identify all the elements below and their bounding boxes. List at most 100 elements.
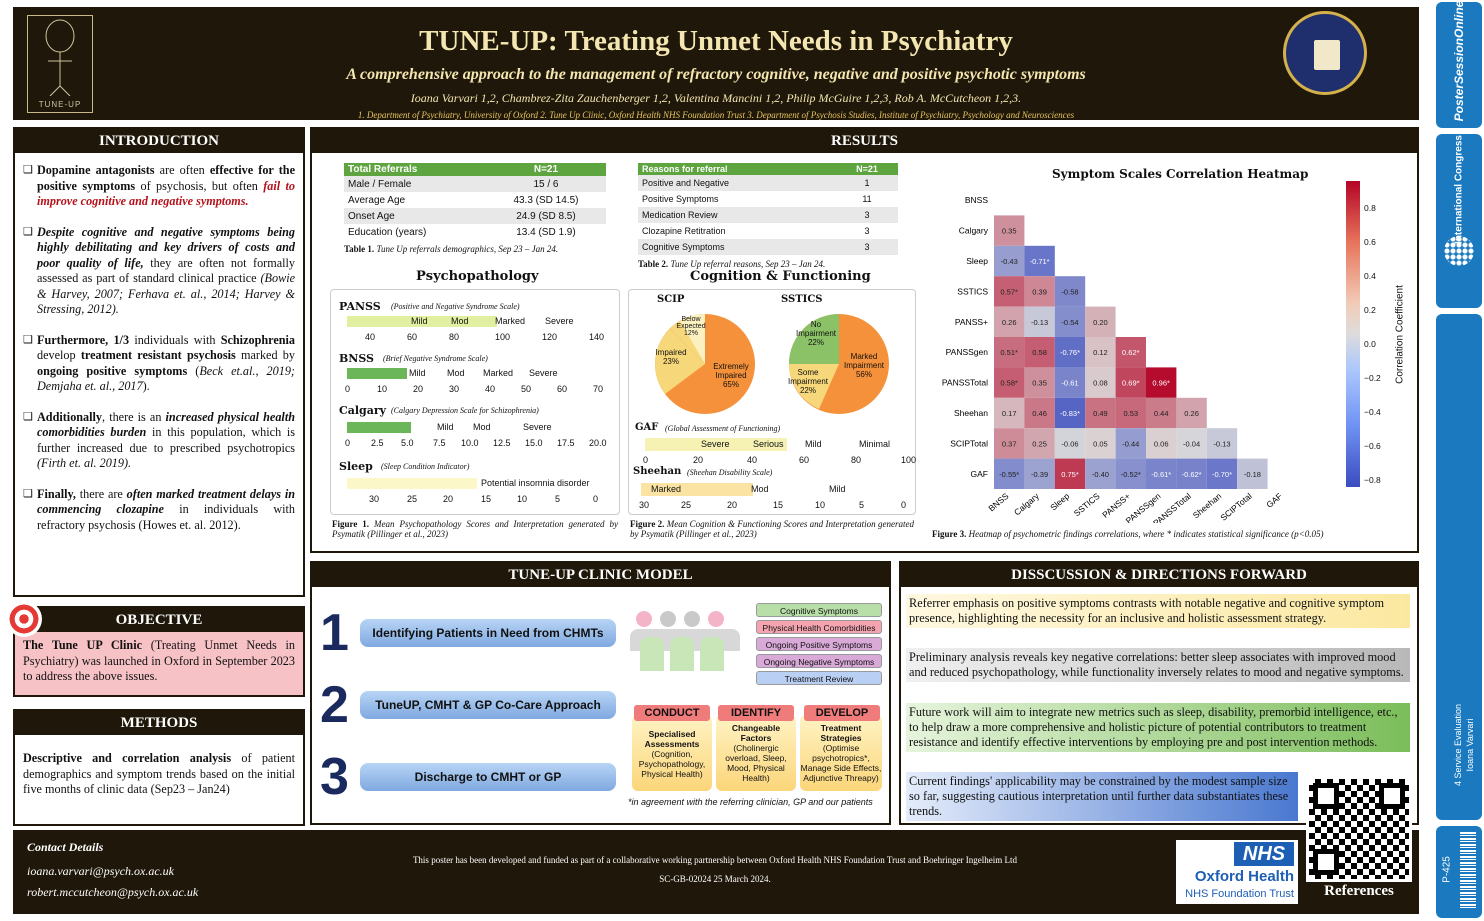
scale-label: Severe [523, 422, 552, 432]
heatmap-cell [994, 458, 1025, 489]
heatmap-cell [1054, 428, 1086, 459]
heatmap-value: 0.12 [1093, 348, 1108, 357]
tick-label: 2.5 [371, 438, 384, 448]
brand-text: PosterSessionOnline [1452, 0, 1466, 122]
colorbar-tick: 0.8 [1364, 203, 1376, 213]
tick-label: 5 [555, 494, 561, 504]
heatmap-cell [994, 337, 1025, 368]
colorbar-label: Correlation Coefficient [1394, 285, 1406, 384]
contact-heading: Contact Details [27, 840, 104, 854]
heatmap-cell [1024, 337, 1055, 368]
colorbar-ticks: 0.8 0.6 0.4 0.2 0.0 −0.2 −0.4 −0.6 −0.8 [1364, 181, 1404, 487]
sstics-label: SSTICS [781, 294, 823, 305]
heatmap-value: 0.57* [1000, 287, 1018, 296]
pie-slice [655, 328, 705, 394]
references-label[interactable]: References [1324, 883, 1394, 899]
cognition-figure: SCIP SSTICS Extremely Impaired 65% Impai… [628, 289, 916, 515]
heatmap-row-label: PANSSgen [946, 347, 989, 357]
heatmap-cell [1024, 367, 1055, 398]
scale-label: Mild [409, 368, 426, 378]
heatmap-value: 0.46 [1032, 409, 1047, 418]
heatmap-value: 0.75* [1061, 470, 1079, 479]
referral-tag: Ongoing Positive Symptoms [756, 637, 882, 651]
identify-header: IDENTIFY [718, 705, 794, 721]
heatmap-value: 0.35 [1002, 227, 1017, 236]
identify-column: Changeable Factors (Cholinergic overload,… [716, 715, 796, 791]
qr-code-icon[interactable] [1306, 776, 1412, 882]
heatmap-value: 0.08 [1093, 379, 1108, 388]
scale-label: Mod [751, 484, 769, 494]
sleep-desc: (Sleep Condition Indicator) [381, 462, 470, 471]
introduction-heading: INTRODUCTION [15, 129, 303, 153]
heatmap-cell [1085, 337, 1116, 368]
intro-bullet: Additionally, there is an increased phys… [23, 410, 295, 472]
sidebar-id: P-425 [1436, 826, 1482, 918]
scip-pie [655, 314, 755, 414]
scale-label: Potential insomnia disorder [481, 478, 590, 488]
sleep-label: Sleep [339, 460, 373, 473]
heatmap-value: -0.13 [1031, 318, 1048, 327]
heatmap-col-label: SCIPTotal [1218, 491, 1253, 523]
funding-statement: This poster has been developed and funde… [412, 855, 1018, 865]
heatmap-row-label: SCIPTotal [950, 438, 988, 448]
heatmap-value: -0.40 [1092, 470, 1109, 479]
objective-body: The Tune UP Clinic (Treating Unmet Needs… [15, 632, 303, 695]
sstics-pie [789, 314, 889, 414]
heatmap-cell [1146, 428, 1177, 459]
heatmap-value: -0.13 [1213, 439, 1230, 448]
tick-label: 60 [407, 332, 418, 342]
tick-label: 40 [485, 384, 496, 394]
heatmap-cell [1054, 337, 1086, 368]
tick-label: 0 [901, 500, 907, 510]
heatmap-row-label: SSTICS [957, 286, 988, 296]
heatmap-cell [1085, 367, 1116, 398]
affiliations: 1. Department of Psychiatry, University … [357, 110, 1075, 120]
colorbar-tick: 0.0 [1364, 339, 1376, 349]
poster-code: SC-GB-02024 25 March 2024. [659, 874, 771, 884]
bnss-bar [347, 368, 407, 379]
authors: Ioana Varvari 1,2, Chambrez-Zita Zauchen… [410, 91, 1022, 105]
scale-label: Marked [651, 484, 682, 494]
results-heading: RESULTS [312, 129, 1417, 153]
step-number: 1 [320, 604, 349, 662]
tick-label: 20 [727, 500, 738, 510]
heatmap-cell [1237, 458, 1268, 489]
bnss-desc: (Brief Negative Syndrome Scale) [383, 354, 488, 363]
contact-email[interactable]: robert.mccutcheon@psych.ox.ac.uk [27, 885, 199, 899]
tick-label: 30 [639, 500, 650, 510]
poster-title: TUNE-UP: Treating Unmet Needs in Psychia… [419, 25, 1013, 57]
clinic-model-heading: TUNE-UP CLINIC MODEL [312, 563, 889, 587]
colorbar-tick: −0.4 [1364, 407, 1381, 417]
heatmap-value: 0.51* [1000, 348, 1018, 357]
intro-bullet: Furthermore, 1/3 individuals with Schizo… [23, 333, 295, 395]
tick-label: 0 [345, 438, 351, 448]
heatmap-cell [1115, 337, 1146, 368]
heatmap-value: 0.06 [1154, 439, 1169, 448]
heatmap-value: 0.49 [1093, 409, 1108, 418]
heatmap-cell [1054, 458, 1086, 489]
intro-bullet: Finally, there are often marked treatmen… [23, 487, 295, 534]
heatmap-col-label: Sleep [1048, 491, 1071, 513]
heatmap-cell [1146, 397, 1177, 429]
pie-label: Impaired 23% [655, 348, 687, 366]
tick-label: 15 [773, 500, 784, 510]
tick-label: 100 [495, 332, 511, 342]
heatmap-cell [1115, 458, 1146, 489]
heatmap-value: 0.17 [1002, 409, 1017, 418]
heatmap-value: -0.04 [1183, 439, 1200, 448]
heatmap-title: Symptom Scales Correlation Heatmap [1052, 167, 1309, 181]
pie-slice [680, 314, 705, 364]
heatmap-cell [1085, 428, 1116, 459]
contact-email[interactable]: ioana.varvari@psych.ox.ac.uk [27, 864, 174, 878]
sidebar-brand[interactable]: PosterSessionOnline [1436, 0, 1482, 128]
scale-label: Mild [829, 484, 846, 494]
sidebar-congress[interactable]: International Congress [1436, 134, 1482, 308]
heatmap-value: -0.61 [1061, 379, 1078, 388]
discussion-p2: Preliminary analysis reveals key negativ… [906, 648, 1410, 682]
colorbar-tick: −0.6 [1364, 441, 1381, 451]
calgary-desc: (Calgary Depression Scale for Schizophre… [391, 406, 539, 415]
tick-label: 20 [693, 455, 704, 465]
heatmap-cell [1085, 458, 1116, 489]
heatmap-value: 0.05 [1093, 439, 1108, 448]
tick-label: 7.5 [433, 438, 446, 448]
